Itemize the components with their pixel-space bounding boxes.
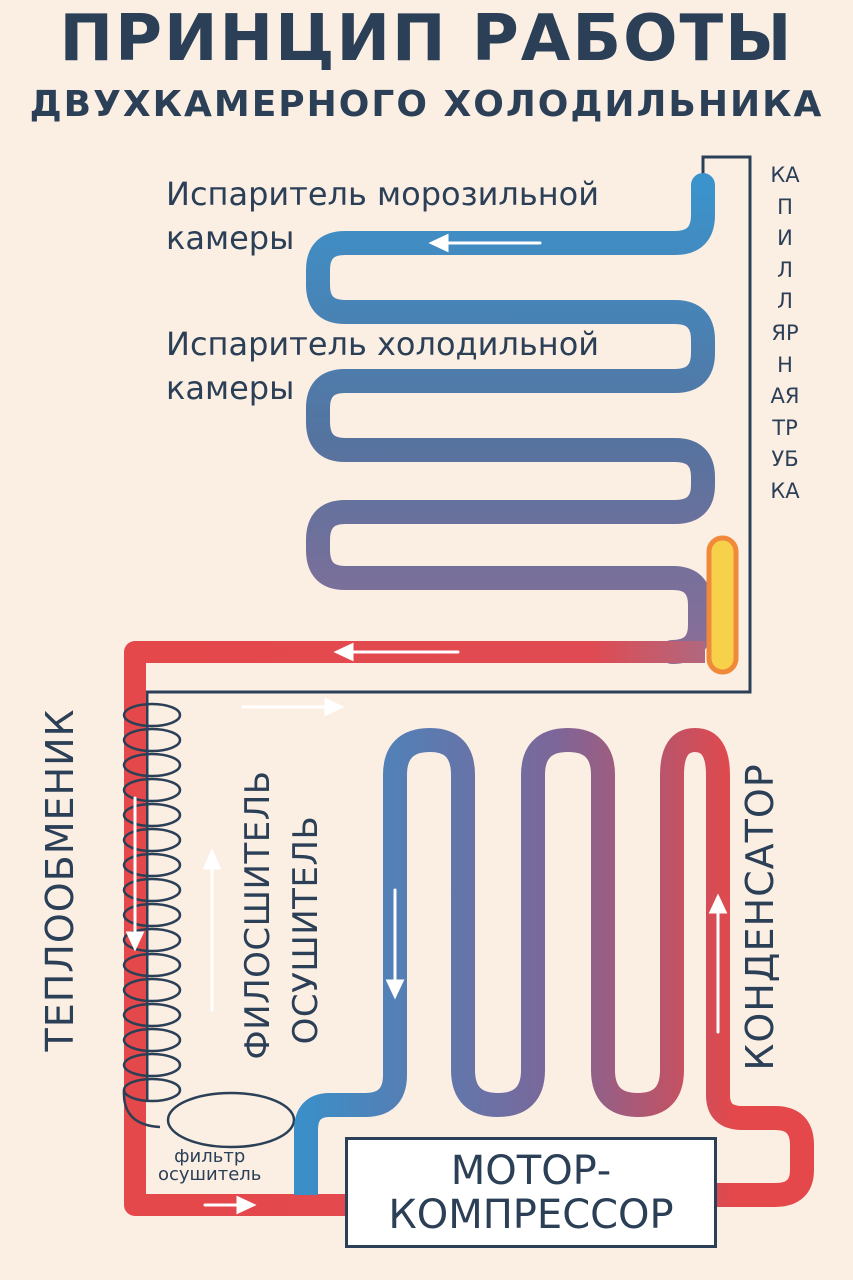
arrow-middle-right bbox=[241, 697, 345, 717]
evaporator-coil bbox=[306, 173, 715, 664]
capillary-tube-label: КАПИЛЛЯРНАЯТРУБКА bbox=[770, 163, 800, 503]
filter-dryer-small-label: фильтр осушитель bbox=[158, 1146, 262, 1185]
freezer-evaporator-label: Испаритель морозильной камеры bbox=[166, 175, 600, 257]
arrow-condenser-down bbox=[385, 888, 405, 1000]
arrow-evaporator-left bbox=[428, 233, 542, 253]
heat-exchanger-label: ТЕПЛООБМЕНИК bbox=[38, 708, 82, 1052]
capillary-tube-line bbox=[145, 155, 752, 1100]
arrow-heat-exchanger-down bbox=[125, 796, 145, 952]
page-subtitle: ДВУХКАМЕРНОГО ХОЛОДИЛЬНИКА bbox=[29, 84, 824, 125]
condenser-label: КОНДЕНСАТОР bbox=[738, 763, 782, 1071]
heat-exchanger-coil bbox=[122, 702, 182, 1129]
filter-dryer-vertical-label-1: ФИЛОСШИТЕЛЬ bbox=[238, 770, 278, 1060]
compressor-label: МОТОР- КОМПРЕССОР bbox=[388, 1147, 674, 1238]
page-title: ПРИНЦИП РАБОТЫ bbox=[59, 2, 794, 76]
filter-dryer-vertical-label-2: ОСУШИТЕЛЬ bbox=[286, 815, 326, 1045]
condenser-coil bbox=[294, 728, 814, 1207]
motor-compressor: МОТОР- КОМПРЕССОР bbox=[345, 1137, 717, 1248]
receiver bbox=[706, 535, 739, 675]
arrow-filter-up bbox=[202, 848, 222, 1012]
flow-arrows bbox=[125, 233, 728, 1215]
arrow-hot-line-left bbox=[333, 642, 460, 662]
fridge-evaporator-label: Испаритель холодильной камеры bbox=[166, 325, 600, 407]
arrow-condenser-up bbox=[708, 893, 728, 1034]
arrow-bottom-right bbox=[203, 1195, 257, 1215]
filter-dryer bbox=[166, 1091, 296, 1149]
